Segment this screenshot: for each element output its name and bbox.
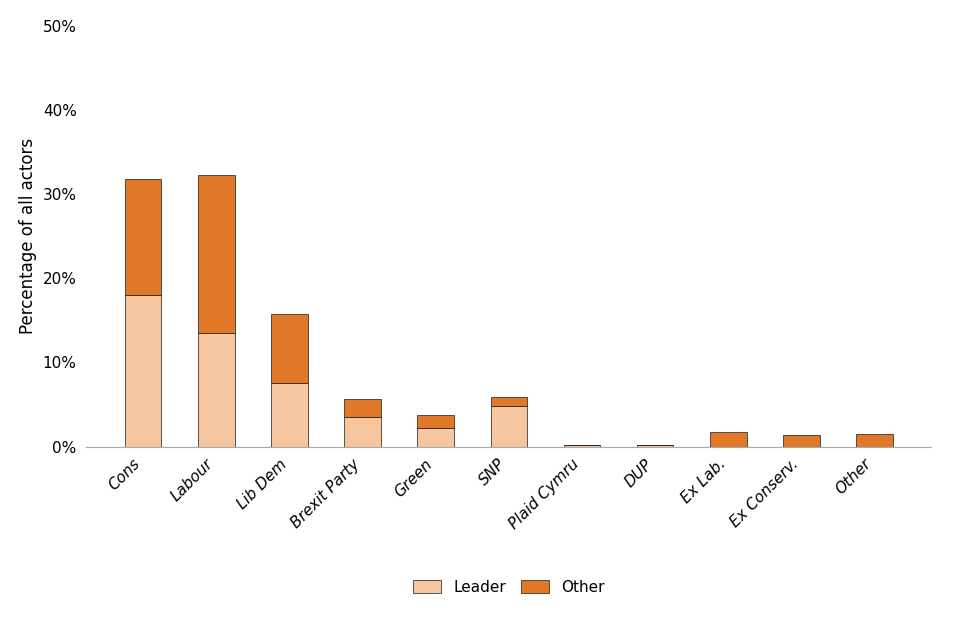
Bar — [418, 415, 454, 428]
Bar — [125, 179, 161, 295]
Bar — [636, 445, 673, 447]
Bar — [564, 445, 600, 447]
Bar — [856, 434, 893, 447]
Bar — [198, 175, 234, 333]
Bar — [345, 417, 381, 447]
Bar — [125, 295, 161, 447]
Bar — [491, 397, 527, 406]
Bar — [271, 383, 307, 447]
Bar — [198, 333, 234, 447]
Bar — [345, 399, 381, 417]
Legend: Leader, Other: Leader, Other — [406, 572, 612, 602]
Bar — [418, 428, 454, 447]
Bar — [491, 406, 527, 447]
Y-axis label: Percentage of all actors: Percentage of all actors — [19, 138, 37, 334]
Bar — [783, 435, 820, 447]
Bar — [710, 433, 747, 447]
Bar — [271, 313, 307, 383]
